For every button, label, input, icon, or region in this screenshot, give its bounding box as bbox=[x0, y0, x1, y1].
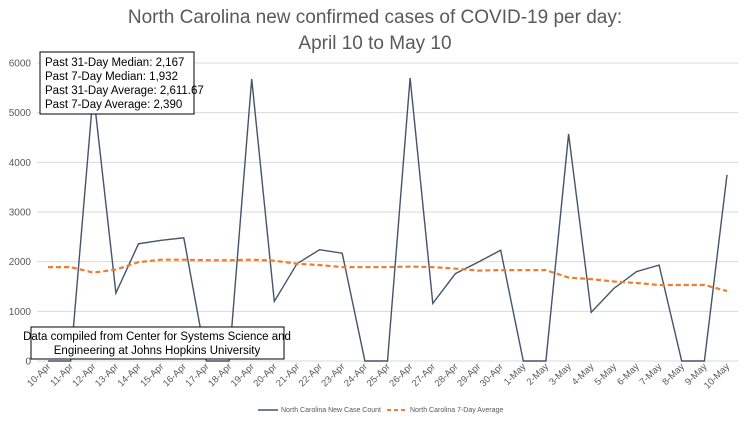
y-tick-label: 0 bbox=[25, 357, 31, 368]
source-annotation: Data compiled from Center for Systems Sc… bbox=[23, 326, 291, 360]
stats-line: Past 31-Day Median: 2,167 bbox=[45, 57, 184, 69]
x-tick-label: 2-May bbox=[525, 361, 552, 388]
x-tick-label: 4-May bbox=[570, 361, 597, 388]
x-tick-label: 18-Apr bbox=[206, 361, 234, 389]
x-tick-label: 7-May bbox=[638, 361, 665, 388]
chart-title: North Carolina new confirmed cases of CO… bbox=[128, 7, 622, 28]
x-tick-label: 12-Apr bbox=[70, 361, 98, 389]
stats-line: Past 31-Day Average: 2,611.67 bbox=[45, 85, 204, 97]
series-line-case-count bbox=[48, 77, 728, 362]
x-tick-label: 6-May bbox=[615, 361, 642, 388]
x-tick-label: 8-May bbox=[660, 361, 687, 388]
y-tick-label: 6000 bbox=[9, 59, 32, 70]
x-tick-label: 23-Apr bbox=[319, 361, 347, 389]
source-line: Engineering at Johns Hopkins University bbox=[54, 345, 261, 357]
x-tick-label: 20-Apr bbox=[252, 361, 280, 389]
x-tick-label: 22-Apr bbox=[297, 361, 325, 389]
y-tick-label: 4000 bbox=[9, 158, 32, 169]
x-tick-label: 17-Apr bbox=[184, 361, 212, 389]
series-lines bbox=[48, 77, 728, 362]
x-axis: 10-Apr11-Apr12-Apr13-Apr14-Apr15-Apr16-A… bbox=[25, 361, 732, 391]
x-tick-label: 3-May bbox=[547, 361, 574, 388]
x-tick-label: 10-May bbox=[702, 361, 732, 391]
x-tick-label: 29-Apr bbox=[455, 361, 483, 389]
x-tick-label: 25-Apr bbox=[365, 361, 393, 389]
stats-line: Past 7-Day Median: 1,932 bbox=[45, 71, 178, 83]
x-tick-label: 16-Apr bbox=[161, 361, 189, 389]
x-tick-label: 15-Apr bbox=[138, 361, 166, 389]
x-tick-label: 28-Apr bbox=[433, 361, 461, 389]
x-tick-label: 27-Apr bbox=[410, 361, 438, 389]
y-tick-label: 2000 bbox=[9, 257, 32, 268]
x-tick-label: 30-Apr bbox=[478, 361, 506, 389]
x-tick-label: 21-Apr bbox=[274, 361, 302, 389]
x-tick-label: 1-May bbox=[502, 361, 529, 388]
source-annotation-box bbox=[30, 326, 285, 360]
x-tick-label: 19-Apr bbox=[229, 361, 257, 389]
x-tick-label: 5-May bbox=[593, 361, 620, 388]
stats-annotation-box bbox=[39, 51, 195, 115]
source-line: Data compiled from Center for Systems Sc… bbox=[23, 331, 291, 343]
legend-label-case-count: North Carolina New Case Count bbox=[281, 407, 381, 414]
chart-subtitle: April 10 to May 10 bbox=[298, 33, 451, 54]
x-tick-label: 14-Apr bbox=[116, 361, 144, 389]
x-tick-label: 13-Apr bbox=[93, 361, 121, 389]
legend: North Carolina New Case Count North Caro… bbox=[258, 407, 503, 414]
x-tick-label: 11-Apr bbox=[48, 361, 75, 388]
series-line-7day-average bbox=[48, 258, 728, 293]
y-axis: 0 1000 2000 3000 4000 5000 6000 bbox=[9, 59, 32, 368]
y-tick-label: 3000 bbox=[9, 208, 32, 219]
x-tick-label: 24-Apr bbox=[342, 361, 370, 389]
y-tick-label: 1000 bbox=[9, 307, 32, 318]
stats-annotation: Past 31-Day Median: 2,167 Past 7-Day Med… bbox=[39, 51, 204, 115]
y-tick-label: 5000 bbox=[9, 108, 32, 119]
stats-line: Past 7-Day Average: 2,390 bbox=[45, 99, 182, 111]
x-tick-label: 26-Apr bbox=[387, 361, 415, 389]
legend-label-7day-average: North Carolina 7-Day Average bbox=[410, 407, 503, 414]
